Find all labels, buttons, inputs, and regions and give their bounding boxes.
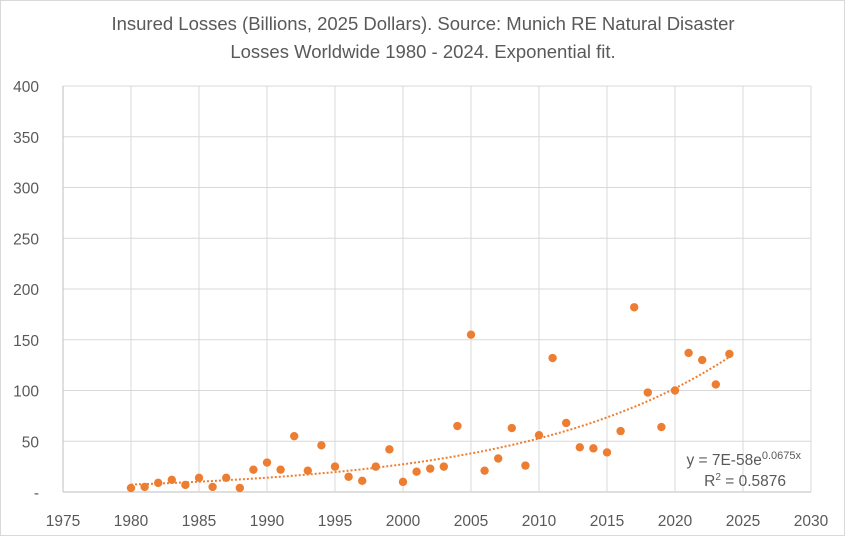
data-point: [385, 445, 394, 454]
y-tick-label: 100: [13, 384, 39, 401]
x-tick-label: 2030: [794, 513, 829, 530]
data-point: [630, 303, 639, 312]
data-point: [371, 462, 380, 471]
data-point: [725, 349, 734, 359]
data-point: [181, 480, 190, 490]
data-point: [412, 467, 421, 476]
data-point: [140, 482, 149, 492]
x-tick-label: 1980: [114, 513, 149, 530]
data-point: [303, 466, 312, 475]
data-point: [154, 478, 163, 488]
y-tick-label: 250: [13, 231, 39, 248]
data-point: [344, 472, 353, 481]
y-tick-label: 50: [22, 434, 40, 451]
data-point: [507, 423, 516, 433]
data-point: [562, 418, 571, 428]
data-point: [249, 465, 258, 474]
data-point: [208, 482, 217, 492]
data-point: [262, 458, 272, 467]
data-point: [317, 441, 326, 450]
data-point: [480, 466, 489, 475]
data-point: [643, 388, 652, 397]
data-point: [548, 353, 557, 363]
x-tick-label: 1990: [250, 513, 285, 530]
chart-title-line-2: Losses Worldwide 1980 - 2024. Exponentia…: [230, 41, 615, 62]
trendline-equation: y = 7E-58e0.0675x: [686, 450, 801, 469]
y-tick-label: 350: [13, 130, 39, 147]
data-point: [358, 476, 367, 486]
y-tick-label: -: [34, 485, 39, 502]
data-point: [698, 355, 707, 365]
x-tick-label: 2020: [658, 513, 693, 530]
data-point: [602, 448, 612, 457]
data-point: [398, 477, 408, 487]
y-tick-label: 400: [13, 79, 39, 96]
data-point: [466, 330, 476, 339]
data-point: [494, 454, 503, 463]
data-point: [426, 464, 435, 473]
x-tick-label: 2005: [454, 513, 488, 530]
data-point: [330, 462, 340, 471]
data-point: [222, 473, 231, 482]
data-point: [439, 462, 448, 471]
x-tick-label: 2010: [522, 513, 557, 530]
data-point: [521, 461, 530, 470]
x-tick-label: 2000: [386, 513, 421, 530]
trendline-r-squared: R2 = 0.5876: [704, 472, 786, 490]
data-point: [657, 422, 666, 432]
data-point: [616, 426, 625, 436]
data-point: [290, 431, 299, 441]
data-point: [711, 380, 720, 389]
data-point: [167, 475, 176, 485]
y-tick-label: 300: [13, 181, 39, 198]
data-point: [453, 421, 462, 431]
chart-title-line-1: Insured Losses (Billions, 2025 Dollars).…: [111, 13, 734, 34]
data-point: [589, 444, 598, 453]
data-point: [575, 443, 584, 452]
x-tick-label: 1975: [46, 513, 80, 530]
data-point: [235, 483, 244, 493]
data-point: [670, 386, 680, 395]
data-point: [276, 465, 285, 474]
x-tick-label: 2015: [590, 513, 624, 530]
data-point: [126, 483, 136, 493]
data-point: [534, 430, 544, 440]
y-tick-label: 150: [13, 333, 39, 350]
x-tick-label: 1985: [182, 513, 216, 530]
trendline: [130, 356, 730, 486]
x-tick-label: 2025: [726, 513, 760, 530]
data-point: [684, 348, 693, 358]
data-point: [194, 473, 204, 482]
x-tick-label: 1995: [318, 513, 352, 530]
y-tick-label: 200: [13, 282, 39, 299]
